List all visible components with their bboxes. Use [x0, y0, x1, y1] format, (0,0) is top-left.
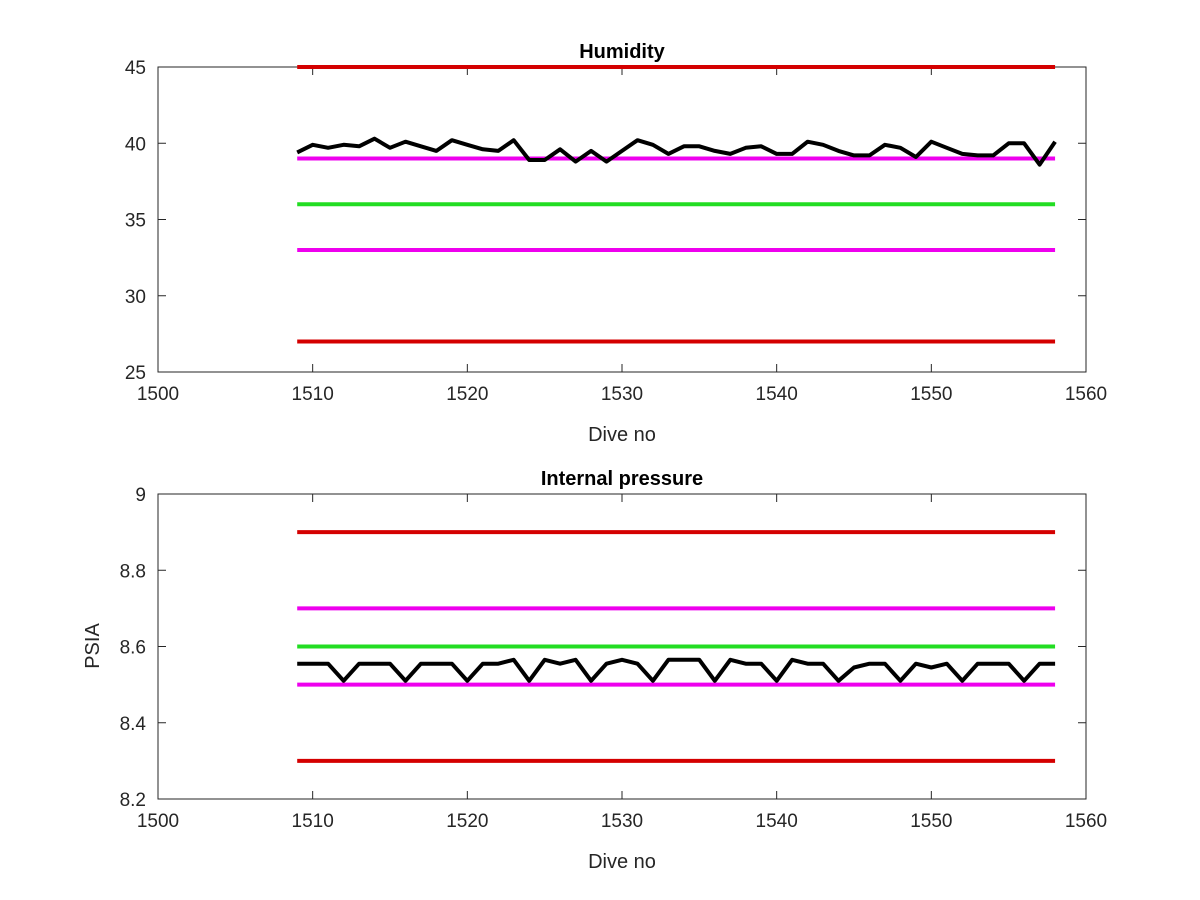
pressure-x-tick-label: 1550 — [910, 811, 952, 832]
humidity-x-tick-label: 1550 — [910, 384, 952, 405]
humidity-series — [296, 136, 1057, 167]
internal-pressure-plot: Internal pressure Dive no PSIA 1500 1510 1… — [82, 468, 1107, 873]
humidity-data-line — [296, 136, 1057, 167]
pressure-ticks: 1500 1510 1520 1530 1540 1550 1560 8.2 8.4 8.6 8.8… — [120, 485, 1108, 832]
pressure-x-tick-label: 1530 — [601, 811, 643, 832]
pressure-title: Internal pressure — [541, 468, 703, 490]
pressure-x-tick-label: 1520 — [446, 811, 488, 832]
pressure-data-line — [297, 657, 1056, 683]
humidity-axes-box — [157, 66, 1087, 373]
humidity-x-tick-label: 1520 — [446, 384, 488, 405]
humidity-x-tick-label: 1500 — [137, 384, 179, 405]
humidity-y-tick-label: 35 — [125, 211, 146, 232]
pressure-x-tick-label: 1540 — [756, 811, 798, 832]
pressure-x-axis-label: Dive no — [588, 851, 656, 873]
pressure-y-tick-label: 8.4 — [120, 714, 147, 735]
humidity-y-tick-label: 30 — [125, 287, 146, 308]
pressure-y-tick-label: 8.2 — [120, 790, 146, 811]
humidity-x-tick-label: 1530 — [601, 384, 643, 405]
pressure-x-tick-label: 1510 — [292, 811, 334, 832]
pressure-y-axis-label: PSIA — [82, 623, 104, 669]
humidity-reference-lines — [297, 65, 1056, 344]
humidity-y-tick-label: 45 — [125, 58, 146, 79]
humidity-plot: Humidity Dive no 1500 1510 1520 1530 1540 155… — [125, 41, 1107, 446]
humidity-title: Humidity — [579, 41, 665, 63]
pressure-y-tick-label: 9 — [135, 485, 146, 506]
humidity-x-tick-label: 1560 — [1065, 384, 1107, 405]
humidity-y-tick-label: 25 — [125, 363, 146, 384]
humidity-x-axis-label: Dive no — [588, 424, 656, 446]
pressure-y-tick-label: 8.6 — [120, 638, 146, 659]
humidity-y-tick-label: 40 — [125, 134, 146, 155]
pressure-y-tick-label: 8.8 — [120, 561, 146, 582]
pressure-x-tick-label: 1500 — [137, 811, 179, 832]
pressure-x-tick-label: 1560 — [1065, 811, 1107, 832]
humidity-ticks: 1500 1510 1520 1530 1540 1550 1560 25 30 35 40 45 — [125, 58, 1107, 405]
humidity-x-tick-label: 1540 — [756, 384, 798, 405]
humidity-x-tick-label: 1510 — [292, 384, 334, 405]
pressure-reference-lines — [297, 530, 1056, 763]
pressure-series — [297, 657, 1056, 683]
